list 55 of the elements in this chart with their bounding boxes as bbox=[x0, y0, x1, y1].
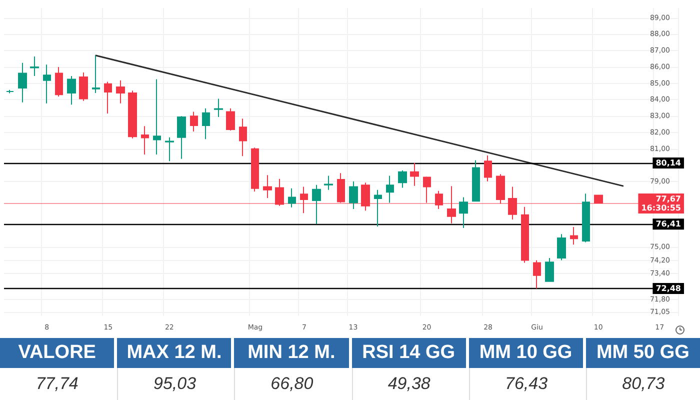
category-label: MM 50 GG bbox=[586, 338, 700, 368]
candlestick bbox=[141, 126, 149, 155]
candlestick bbox=[582, 193, 590, 243]
candlestick bbox=[312, 184, 321, 225]
candlestick bbox=[6, 89, 14, 94]
ref-line-label: 76,41 bbox=[656, 220, 682, 229]
ref-line-label: 77,67 16:30:55 bbox=[641, 194, 682, 212]
candlestick bbox=[533, 260, 541, 289]
candlestick bbox=[263, 174, 272, 199]
candlestick bbox=[472, 160, 480, 202]
candlestick bbox=[288, 188, 296, 208]
ref-line-label: 80,14 bbox=[656, 158, 682, 168]
candlestick bbox=[128, 90, 137, 139]
category-label: MM 10 GG bbox=[468, 338, 583, 368]
candlestick bbox=[177, 116, 186, 160]
candlestick bbox=[55, 66, 63, 97]
candlestick bbox=[374, 189, 382, 228]
category-label: MAX 12 M. bbox=[117, 338, 232, 368]
text: 76,43 bbox=[505, 374, 548, 393]
candlestick bbox=[226, 108, 235, 132]
text: 49,38 bbox=[388, 374, 430, 393]
text: 77,74 bbox=[36, 374, 78, 393]
text: 95,03 bbox=[153, 374, 196, 393]
candlestick bbox=[349, 180, 358, 210]
candlestick bbox=[79, 72, 88, 102]
candlestick bbox=[30, 56, 39, 76]
text: 66,80 bbox=[270, 374, 314, 393]
candlestick bbox=[521, 206, 529, 264]
candlestick bbox=[202, 108, 210, 140]
candlestick bbox=[18, 62, 27, 103]
category-label: RSI 14 GG bbox=[352, 338, 466, 368]
candlestick bbox=[557, 234, 566, 261]
candlestick bbox=[43, 64, 51, 104]
category-label: VALORE bbox=[0, 338, 114, 368]
candlestick bbox=[484, 154, 492, 182]
candlestick bbox=[92, 55, 100, 94]
candlestick bbox=[104, 81, 112, 114]
candlestick bbox=[214, 98, 223, 118]
candlestick bbox=[165, 136, 174, 162]
candlestick bbox=[570, 226, 578, 246]
candlestick bbox=[459, 196, 468, 229]
ref-line-label: 72,48 bbox=[656, 284, 682, 293]
candlestick bbox=[116, 80, 125, 104]
candlestick bbox=[324, 175, 333, 190]
candlestick bbox=[251, 147, 259, 192]
candlestick bbox=[190, 111, 198, 132]
candlestick bbox=[398, 170, 407, 188]
candlestick bbox=[386, 175, 394, 204]
candlestick bbox=[153, 78, 161, 155]
candlestick bbox=[545, 258, 554, 282]
candlestick bbox=[67, 75, 76, 106]
candlestick bbox=[410, 162, 419, 186]
text: 80,73 bbox=[622, 374, 665, 393]
category-label: MIN 12 M. bbox=[234, 338, 349, 368]
candlestick bbox=[239, 118, 247, 157]
